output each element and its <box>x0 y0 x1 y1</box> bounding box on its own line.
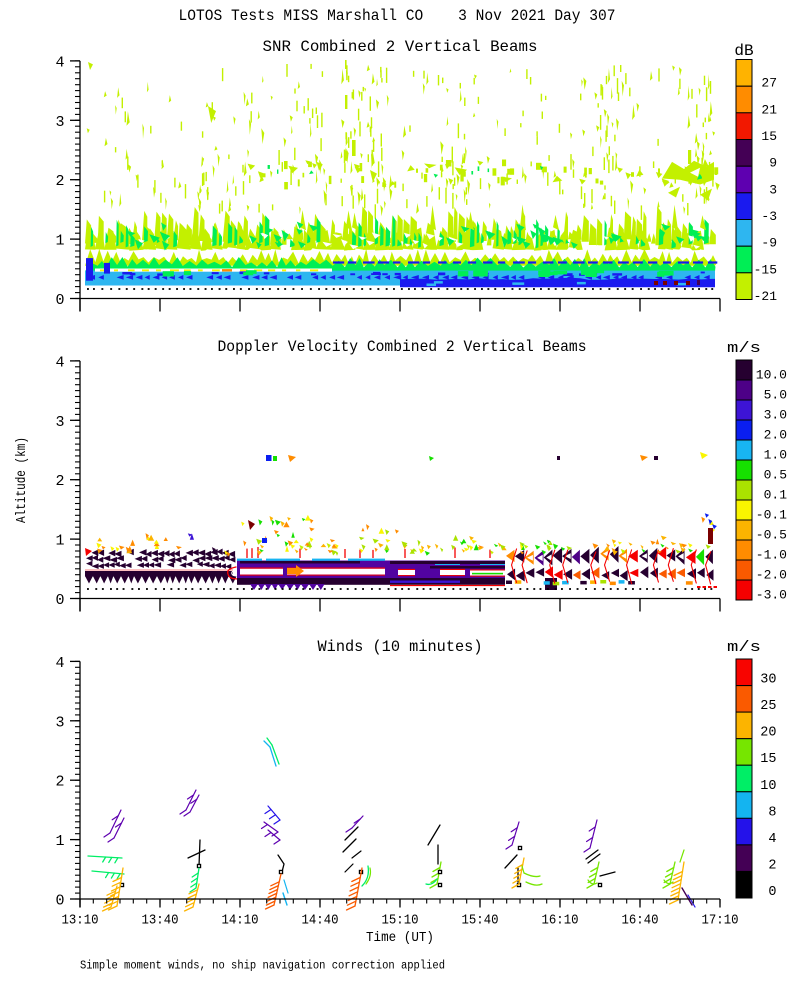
svg-text:2.0: 2.0 <box>764 428 787 443</box>
svg-text:0: 0 <box>768 885 776 900</box>
svg-text:14:10: 14:10 <box>222 913 259 929</box>
svg-text:30: 30 <box>760 673 776 688</box>
svg-text:13:10: 13:10 <box>62 913 99 929</box>
svg-text:4: 4 <box>768 832 776 847</box>
svg-text:0: 0 <box>55 592 64 609</box>
svg-text:-1.0: -1.0 <box>756 548 787 563</box>
svg-text:-21: -21 <box>754 289 778 304</box>
svg-text:-3: -3 <box>761 209 777 224</box>
svg-text:2: 2 <box>768 858 776 873</box>
svg-text:0.1: 0.1 <box>764 488 788 503</box>
svg-text:8: 8 <box>768 805 776 820</box>
svg-text:9: 9 <box>769 156 777 171</box>
svg-text:13:40: 13:40 <box>142 913 179 929</box>
svg-text:0: 0 <box>55 893 64 910</box>
svg-text:3: 3 <box>55 114 64 131</box>
svg-text:14:40: 14:40 <box>302 913 339 929</box>
svg-text:-0.5: -0.5 <box>756 528 787 543</box>
svg-text:-9: -9 <box>761 236 777 251</box>
svg-text:10: 10 <box>760 779 776 794</box>
svg-text:2: 2 <box>55 473 64 490</box>
svg-text:25: 25 <box>760 699 776 714</box>
svg-text:SNR Combined 2 Vertical Beams: SNR Combined 2 Vertical Beams <box>263 38 538 56</box>
svg-text:0.5: 0.5 <box>764 468 787 483</box>
svg-text:0: 0 <box>55 292 64 309</box>
svg-text:15: 15 <box>761 129 777 144</box>
svg-text:4: 4 <box>55 655 64 672</box>
svg-text:Doppler Velocity Combined 2 Ve: Doppler Velocity Combined 2 Vertical Bea… <box>218 338 587 356</box>
svg-text:m/s: m/s <box>727 639 761 656</box>
svg-text:m/s: m/s <box>727 340 761 357</box>
svg-text:1: 1 <box>55 533 64 550</box>
svg-text:Time (UT): Time (UT) <box>366 930 434 946</box>
svg-text:Altitude (km): Altitude (km) <box>14 437 30 523</box>
svg-text:16:40: 16:40 <box>622 913 659 929</box>
svg-text:3: 3 <box>55 414 64 431</box>
svg-text:-0.1: -0.1 <box>756 508 787 523</box>
svg-text:1: 1 <box>55 233 64 250</box>
svg-text:5.0: 5.0 <box>764 388 787 403</box>
svg-text:3: 3 <box>55 714 64 731</box>
svg-text:3: 3 <box>769 182 777 197</box>
svg-text:2: 2 <box>55 774 64 791</box>
svg-text:4: 4 <box>55 354 64 371</box>
svg-text:27: 27 <box>761 76 777 91</box>
svg-text:-3.0: -3.0 <box>756 588 787 603</box>
svg-text:dB: dB <box>734 42 753 60</box>
svg-text:20: 20 <box>760 726 776 741</box>
svg-text:21: 21 <box>761 102 777 117</box>
svg-text:1.0: 1.0 <box>764 448 787 463</box>
svg-text:3.0: 3.0 <box>764 408 787 423</box>
svg-text:15:40: 15:40 <box>462 913 499 929</box>
svg-text:2: 2 <box>55 173 64 190</box>
svg-text:15:10: 15:10 <box>382 913 419 929</box>
svg-text:-15: -15 <box>754 262 777 277</box>
svg-text:1: 1 <box>55 833 64 850</box>
svg-text:10.0: 10.0 <box>756 368 787 383</box>
svg-text:LOTOS Tests MISS Marshall CO: LOTOS Tests MISS Marshall CO 3 Nov 2021 … <box>179 7 616 25</box>
svg-text:16:10: 16:10 <box>542 913 579 929</box>
svg-text:Winds (10 minutes): Winds (10 minutes) <box>318 638 483 656</box>
svg-text:Simple moment winds, no ship n: Simple moment winds, no ship navigation … <box>80 960 445 973</box>
svg-text:-2.0: -2.0 <box>756 568 787 583</box>
svg-text:15: 15 <box>760 752 776 767</box>
svg-text:4: 4 <box>55 54 64 71</box>
svg-text:17:10: 17:10 <box>702 913 739 929</box>
